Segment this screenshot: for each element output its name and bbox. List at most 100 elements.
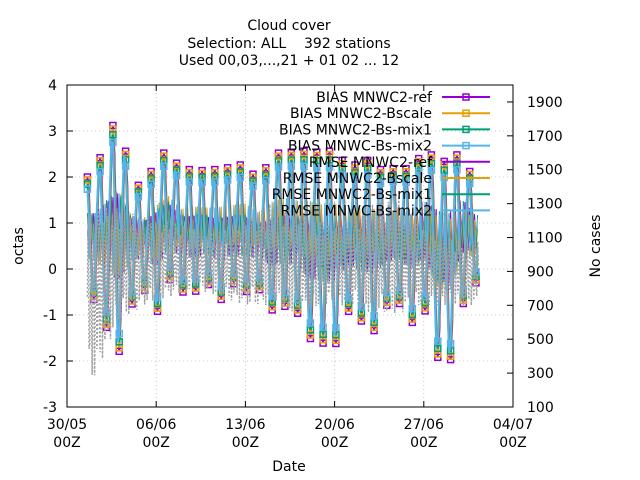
y-tick-label: 0 (48, 262, 57, 278)
data-point (172, 171, 181, 180)
x-tick-label-date: 06/06 (136, 417, 176, 433)
data-point (402, 168, 410, 176)
data-point (185, 168, 194, 177)
data-point (223, 171, 232, 179)
y2-tick-label: 1900 (527, 95, 563, 111)
x-tick-label-date: 20/06 (314, 417, 354, 433)
data-point (211, 168, 219, 177)
legend-marker (462, 109, 470, 117)
chart-title-line2: Selection: ALL 392 stations (187, 36, 390, 52)
data-point (300, 150, 308, 159)
data-point (306, 326, 315, 334)
data-point (465, 179, 474, 188)
x-tick-label-time: 00Z (53, 435, 80, 451)
x-tick-label-time: 00Z (499, 435, 526, 451)
data-point (293, 306, 302, 314)
y2-tick-label: 300 (527, 366, 554, 382)
x-axis-label: Date (272, 459, 305, 475)
data-point (287, 151, 296, 160)
data-point (160, 152, 168, 160)
y-tick-label: 4 (48, 78, 57, 94)
legend-label: RMSE MNWC2-Bs-mix1 (272, 187, 432, 203)
data-point (306, 331, 315, 339)
data-point (344, 304, 353, 312)
y2-tick-label: 500 (527, 332, 554, 348)
data-point (446, 339, 455, 348)
data-point (121, 150, 130, 159)
y-tick-label: -2 (43, 354, 57, 370)
data-point (198, 173, 206, 182)
data-point (236, 164, 245, 172)
legend-label: BIAS MNWC2-Bscale (290, 106, 432, 122)
data-point (427, 159, 436, 168)
data-point (351, 164, 359, 172)
y2-tick-label: 1500 (527, 163, 563, 179)
x-tick-label-date: 30/05 (47, 417, 87, 433)
data-point (249, 182, 257, 190)
data-point (421, 303, 429, 312)
legend-label: RMSE MNWC2-Bscale (283, 171, 432, 187)
y-tick-label: -3 (43, 400, 57, 416)
chart-title-line1: Cloud cover (247, 18, 331, 34)
data-point (179, 281, 187, 289)
data-point (223, 167, 232, 175)
data-point (434, 344, 442, 353)
data-point (83, 176, 92, 184)
data-point (147, 180, 155, 189)
data-point (325, 163, 334, 171)
data-point (313, 164, 321, 172)
data-point (370, 312, 378, 320)
data-point (408, 315, 417, 323)
data-point (211, 178, 219, 186)
y2-tick-label: 1700 (527, 129, 563, 145)
data-point (223, 176, 232, 184)
data-point (414, 168, 423, 177)
data-point (147, 170, 155, 179)
legend-label: RMSE MNWC2-ref (309, 155, 433, 171)
legend-marker (462, 141, 470, 150)
axes: -3 -2 -1 0 1 2 3 4 100 300 500 700 900 1100 1300 1500 17… (43, 78, 563, 451)
data-point (363, 159, 372, 168)
data-point (211, 173, 219, 181)
data-point (236, 168, 245, 176)
data-point (351, 175, 359, 183)
data-point (332, 323, 340, 332)
data-point (262, 167, 270, 175)
data-point (402, 178, 410, 186)
data-point (453, 166, 461, 174)
y-axis-label: octas (11, 227, 27, 265)
x-tick-label-time: 00Z (410, 435, 437, 451)
data-point (268, 303, 276, 311)
x-tick-label-time: 00Z (232, 435, 259, 451)
data-point (363, 171, 372, 179)
y-tick-label: 2 (48, 170, 57, 186)
data-point (421, 292, 429, 301)
data-point (357, 314, 366, 322)
data-point (300, 162, 308, 170)
legend-label: BIAS MNWC2-Bs-mix1 (279, 122, 432, 138)
no-cases-layer (86, 195, 480, 376)
x-tick-label-time: 00Z (142, 435, 169, 451)
x-tick-label-date: 04/07 (493, 417, 533, 433)
data-point (306, 319, 315, 327)
legend-label: BIAS MNWC2-ref (316, 90, 433, 106)
y2-axis-label: No cases (588, 215, 604, 278)
y2-tick-label: 100 (527, 400, 554, 416)
data-point (262, 176, 270, 185)
y2-tick-label: 1100 (527, 231, 563, 247)
data-point (389, 177, 397, 186)
plot-frame (66, 84, 514, 408)
x-tick-label-date: 27/06 (404, 417, 444, 433)
x-tick-label-time: 00Z (321, 435, 348, 451)
data-point (408, 304, 417, 313)
data-point (96, 167, 104, 176)
data-point (319, 330, 327, 339)
data-point (198, 178, 206, 187)
data-point (115, 329, 123, 338)
y2-tick-label: 700 (527, 298, 554, 314)
data-point (344, 294, 353, 302)
legend-marker (462, 125, 470, 134)
data-point (185, 178, 194, 186)
